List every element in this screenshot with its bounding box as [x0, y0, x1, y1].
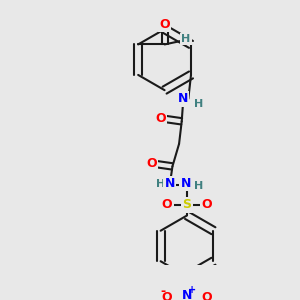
Text: +: +: [188, 285, 196, 295]
Text: H: H: [194, 99, 204, 109]
Text: O: O: [162, 198, 172, 212]
Text: O: O: [155, 112, 166, 125]
Text: H: H: [194, 181, 204, 191]
Text: N: N: [178, 92, 188, 105]
Text: -: -: [160, 285, 166, 298]
Text: N: N: [181, 177, 191, 190]
Text: O: O: [146, 157, 157, 170]
Text: O: O: [162, 291, 172, 300]
Text: S: S: [182, 198, 191, 212]
Text: N: N: [182, 289, 192, 300]
Text: O: O: [202, 198, 212, 212]
Text: H: H: [181, 34, 190, 44]
Text: O: O: [159, 18, 170, 31]
Text: H: H: [156, 179, 165, 189]
Text: N: N: [165, 177, 175, 190]
Text: O: O: [202, 291, 212, 300]
